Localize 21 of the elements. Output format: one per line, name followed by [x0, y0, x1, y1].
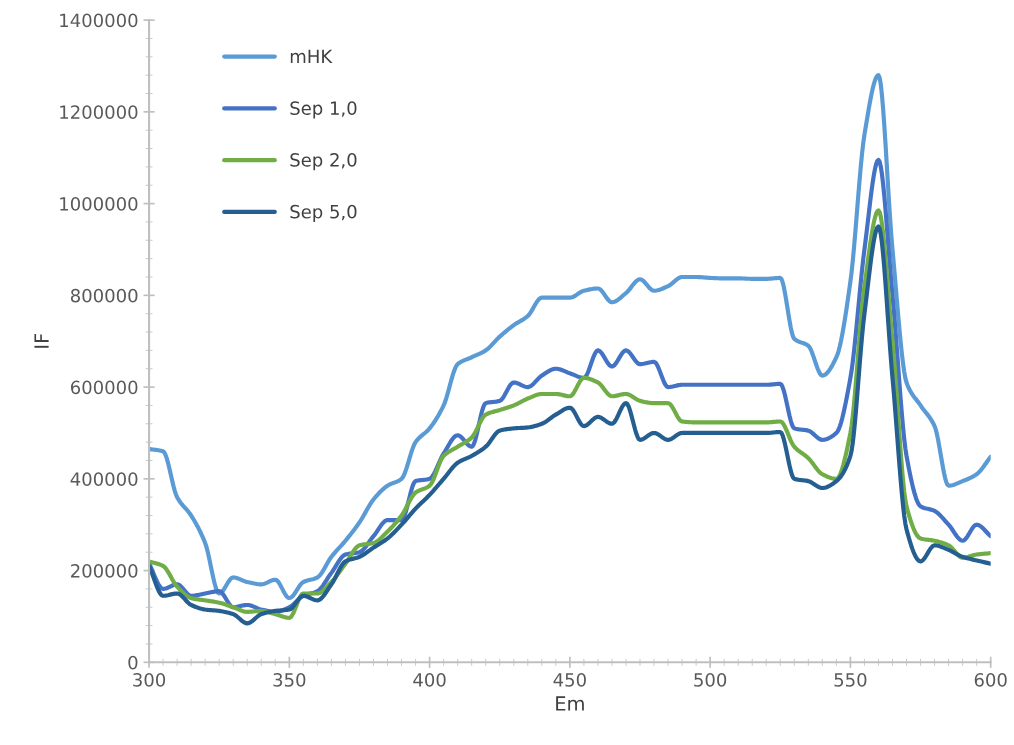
x-tick-label: 600 — [974, 673, 1007, 687]
legend-label: mHK — [290, 49, 333, 63]
y-tick-label: 0 — [128, 655, 138, 670]
y-tick-label: 1000000 — [60, 197, 138, 211]
y-tick-label: 1400000 — [60, 13, 138, 28]
y-tick-label: 1200000 — [60, 105, 138, 119]
x-tick-label: 350 — [273, 673, 306, 687]
x-tick-label: 300 — [133, 673, 166, 687]
x-tick-label: 550 — [834, 673, 867, 687]
y-tick-label: 800000 — [70, 288, 138, 303]
legend-label: Sep 1,0 — [290, 101, 357, 119]
y-tick-label: 400000 — [70, 472, 138, 486]
y-tick-label: 600000 — [70, 380, 138, 395]
y-axis-title: IF — [34, 333, 49, 348]
legend-label: Sep 5,0 — [290, 204, 357, 223]
x-tick-label: 500 — [694, 673, 727, 687]
x-axis-title: Em — [556, 696, 584, 711]
y-tick-label: 200000 — [71, 564, 138, 578]
x-tick-label: 450 — [553, 673, 586, 687]
legend-label: Sep 2,0 — [290, 153, 357, 171]
x-tick-label: 400 — [413, 673, 446, 687]
